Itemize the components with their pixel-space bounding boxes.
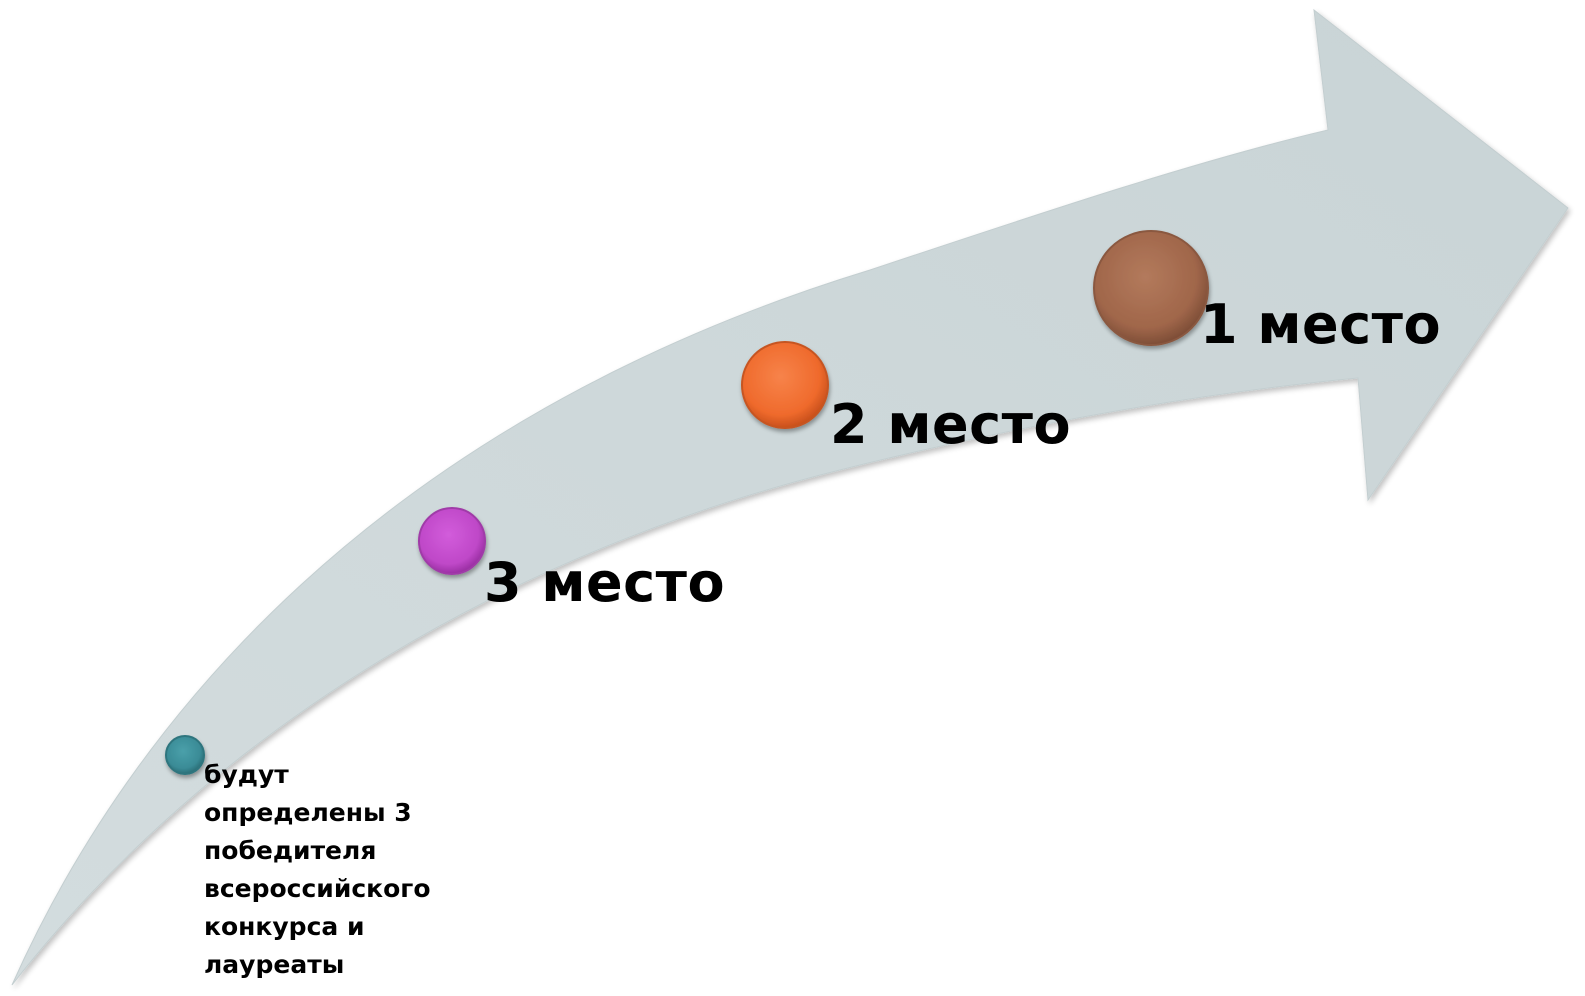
third-place-dot	[418, 507, 486, 575]
third-place-label: 3 место	[484, 551, 726, 614]
note-dot	[165, 735, 205, 775]
winners-note-text: будут определены 3 победителя всероссийс…	[204, 760, 431, 979]
second-place-dot	[741, 341, 829, 429]
first-place-label: 1 место	[1200, 293, 1442, 356]
first-place-dot	[1093, 230, 1209, 346]
second-place-label: 2 место	[830, 393, 1072, 456]
